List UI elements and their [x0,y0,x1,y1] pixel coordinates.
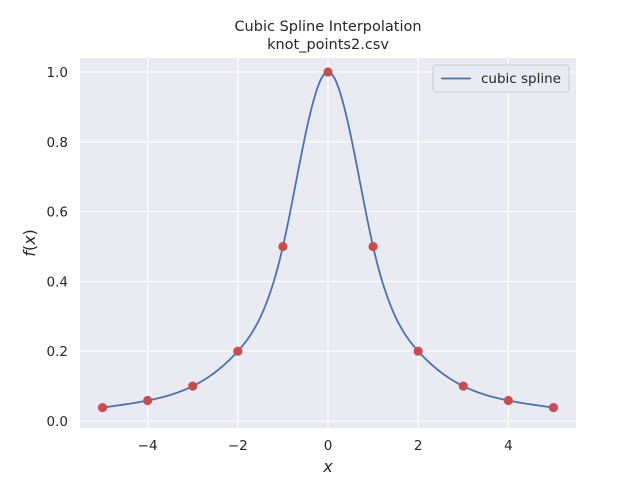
chart-subtitle: knot_points2.csv [267,37,389,53]
legend-label: cubic spline [481,71,561,87]
data-layer [97,67,559,413]
y-tick-label: 0.8 [47,135,68,151]
legend-box [432,64,570,93]
knot-point [143,395,153,406]
y-axis-label: f(x) [20,229,39,257]
y-tick-label: 1.0 [47,65,68,81]
x-tick-label: 4 [504,438,513,454]
knot-point [233,346,243,356]
x-tick-label: −4 [138,438,158,454]
x-tick-label: 0 [324,438,333,454]
y-tick-label: 0.2 [47,344,68,360]
knot-point [503,395,513,406]
x-tick-label: −2 [228,438,248,454]
y-tick-label: 0.0 [47,414,68,430]
chart-title: Cubic Spline Interpolation [234,19,421,35]
y-tick-label: 0.4 [47,274,68,290]
knot-point [368,241,378,252]
legend: cubic spline [432,64,570,93]
x-tick-label: 2 [414,438,423,454]
knot-point [323,67,333,77]
tick-labels: −4 −2 0 2 4 0.0 0.2 0.4 0.6 0.8 1.0 [47,65,513,454]
knot-point [548,402,559,413]
knot-point [458,381,468,391]
x-axis-label: x [322,457,333,476]
knot-point [97,402,108,413]
knot-point [188,381,198,391]
y-tick-label: 0.6 [47,205,68,221]
knot-point [413,346,423,356]
knot-point [278,241,288,252]
